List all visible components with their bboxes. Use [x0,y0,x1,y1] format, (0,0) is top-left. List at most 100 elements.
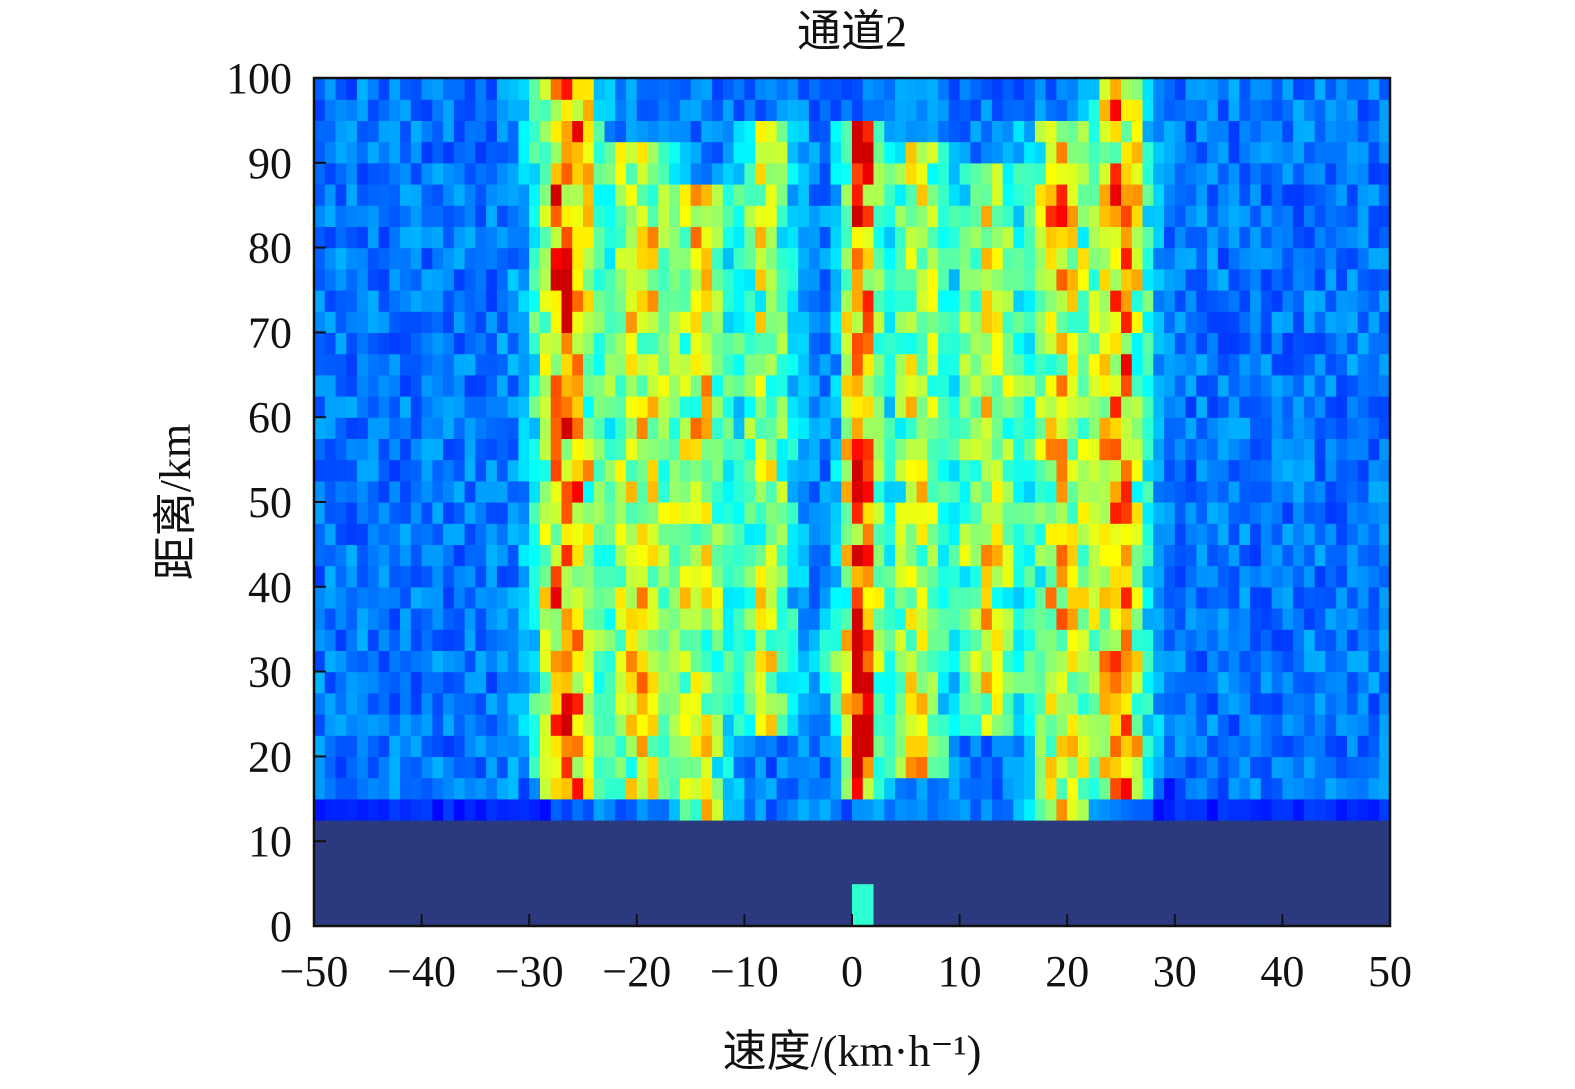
heatmap-cell [776,417,789,439]
heatmap-cell [1110,205,1122,227]
heatmap-cell [572,629,584,651]
heatmap-cell [905,798,918,821]
heatmap-cell [626,629,638,651]
heatmap-cell [1056,692,1068,715]
heatmap-cell [1228,523,1240,545]
heatmap-cell [1077,714,1090,736]
heatmap-cell [1153,820,1165,842]
heatmap-cell [1271,99,1283,121]
heatmap-cell [1314,714,1327,736]
heatmap-cell [970,586,982,609]
heatmap-cell [604,162,616,185]
heatmap-cell [421,141,433,164]
heatmap-cell [1067,820,1079,842]
heatmap-cell [593,862,606,885]
heatmap-cell [357,268,369,291]
heatmap-cell [830,820,842,842]
heatmap-cell [895,692,907,715]
heatmap-cell [572,353,584,376]
heatmap-cell [1314,650,1327,673]
heatmap-cell [1379,735,1391,757]
heatmap-cell [690,650,702,673]
heatmap-cell [1002,502,1014,524]
heatmap-cell [701,841,713,863]
heatmap-cell [1250,247,1262,270]
heatmap-cell [410,904,423,927]
heatmap-cell [733,883,745,906]
heatmap-cell [507,374,520,397]
heatmap-cell [1207,714,1219,736]
heatmap-cell [1099,862,1111,885]
heatmap-cell [593,226,606,249]
heatmap-cell [1185,756,1197,779]
heatmap-cell [1164,311,1176,333]
heatmap-cell [1099,714,1111,736]
heatmap-cell [959,268,971,291]
heatmap-cell [1368,417,1380,439]
heatmap-cell [378,841,390,863]
heatmap-cell [669,692,681,715]
heatmap-cell [583,417,595,439]
heatmap-cell [690,883,702,906]
heatmap-cell [1228,226,1240,249]
heatmap-cell [636,756,649,779]
heatmap-cell [959,586,971,609]
heatmap-cell [722,904,735,927]
heatmap-cell [1034,650,1047,673]
heatmap-cell [991,480,1004,503]
heatmap-cell [626,544,638,567]
heatmap-cell [583,777,595,800]
heatmap-cell [1164,247,1176,270]
heatmap-cell [852,374,864,397]
heatmap-cell [959,162,971,185]
heatmap-cell [539,396,552,418]
heatmap-cell [346,862,358,885]
heatmap-cell [712,841,724,863]
heatmap-cell [636,120,649,143]
heatmap-cell [486,353,498,376]
heatmap-cell [1142,586,1154,609]
heatmap-cell [550,184,563,206]
heatmap-cell [733,671,745,694]
heatmap-cell [679,671,692,694]
heatmap-cell [798,184,810,206]
heatmap-cell [787,692,799,715]
heatmap-cell [690,311,702,333]
heatmap-cell [1153,714,1165,736]
heatmap-cell [1077,226,1090,249]
heatmap-cell [1314,99,1327,121]
heatmap-cell [916,798,928,821]
heatmap-cell [1024,78,1036,100]
heatmap-cell [905,862,918,885]
heatmap-cell [755,629,767,651]
heatmap-cell [432,608,444,630]
heatmap-cell [561,608,573,630]
heatmap-cell [464,480,476,503]
heatmap-cell [443,99,455,121]
heatmap-cell [324,480,337,503]
heatmap-cell [1013,523,1025,545]
heatmap-cell [755,417,767,439]
heatmap-cell [443,904,455,927]
heatmap-cell [1303,650,1316,673]
heatmap-cell [1142,120,1154,143]
heatmap-cell [507,184,520,206]
heatmap-cell [475,502,487,524]
heatmap-cell [970,162,982,185]
heatmap-cell [895,904,907,927]
heatmap-cell [776,841,789,863]
heatmap-cell [1121,396,1133,418]
heatmap-cell [410,820,423,842]
heatmap-cell [1067,268,1079,291]
heatmap-cell [1271,544,1283,567]
heatmap-cell [389,311,401,333]
heatmap-cell [873,735,885,757]
heatmap-cell [1346,862,1359,885]
heatmap-cell [389,99,401,121]
heatmap-cell [1314,290,1327,312]
heatmap-cell [335,756,347,779]
heatmap-cell [572,586,584,609]
heatmap-cell [722,205,735,227]
heatmap-cell [1228,777,1240,800]
heatmap-cell [539,841,552,863]
